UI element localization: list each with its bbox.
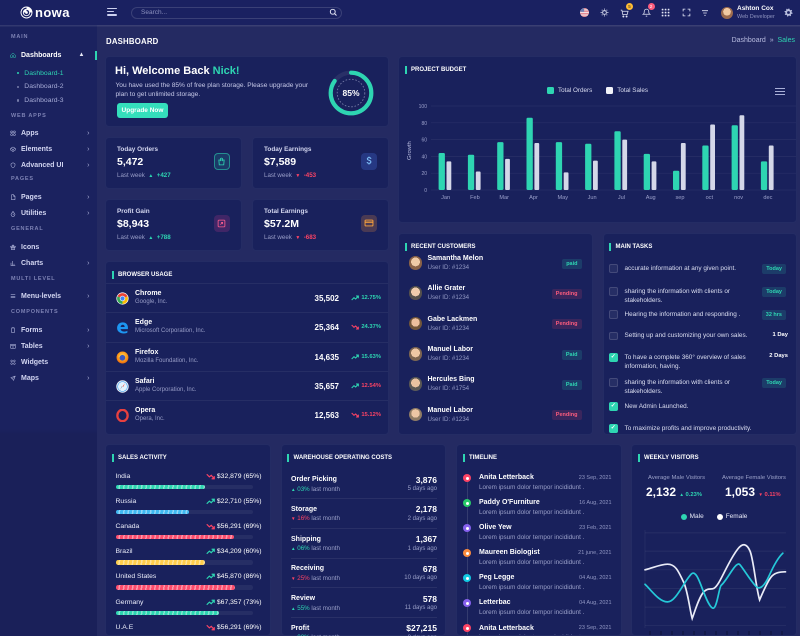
svg-text:nov: nov [734, 195, 743, 201]
svg-text:oct: oct [706, 195, 714, 201]
svg-text:Jan: Jan [441, 195, 450, 201]
svg-text:Aug: Aug [646, 195, 656, 201]
svg-text:20: 20 [421, 171, 427, 177]
svg-text:Apr: Apr [529, 195, 538, 201]
svg-text:Mar: Mar [499, 195, 509, 201]
svg-text:0: 0 [424, 188, 427, 194]
svg-text:Jun: Jun [588, 195, 597, 201]
svg-text:40: 40 [421, 154, 427, 160]
svg-text:Jul: Jul [618, 195, 625, 201]
svg-text:80: 80 [421, 121, 427, 127]
svg-text:85%: 85% [342, 88, 359, 98]
svg-text:60: 60 [421, 138, 427, 144]
svg-text:dec: dec [763, 195, 772, 201]
svg-text:sep: sep [675, 195, 684, 201]
svg-text:Feb: Feb [470, 195, 480, 201]
svg-text:May: May [558, 195, 569, 201]
svg-text:100: 100 [419, 104, 428, 110]
